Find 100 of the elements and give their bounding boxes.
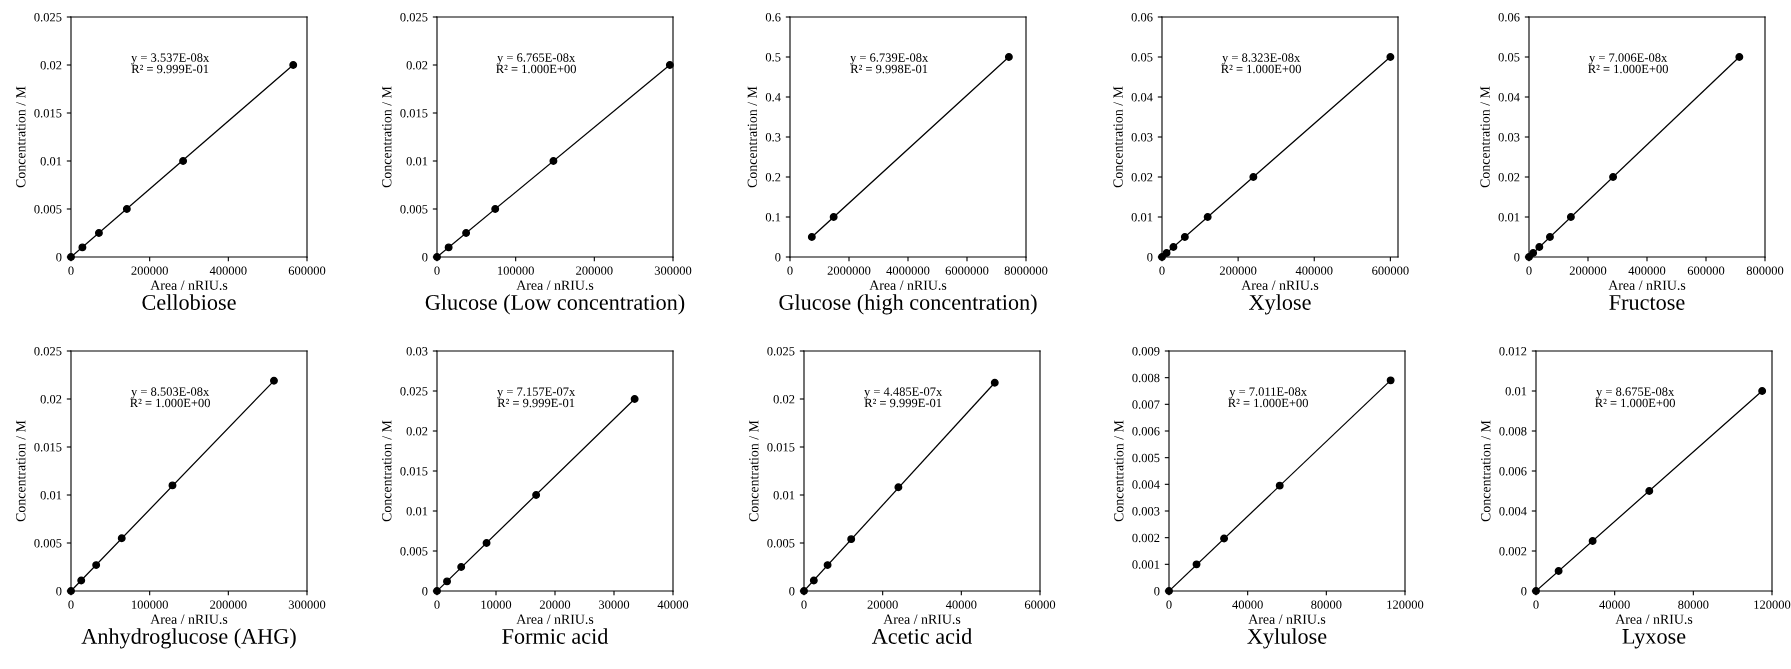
annotation: y = 8.675E-08x R² = 1.000E+00 xyxy=(1595,387,1675,408)
point xyxy=(1554,567,1563,575)
y-tick-label: 0.025 xyxy=(767,347,795,356)
y-tick-label: 0.025 xyxy=(34,347,62,356)
x-tick-label: 8000000 xyxy=(1004,266,1048,275)
point xyxy=(1180,233,1189,241)
y-tick-label: 0.005 xyxy=(1132,453,1160,463)
text: Cellobiose xyxy=(142,294,236,310)
x-tick-label: 400000 xyxy=(1628,266,1666,275)
x-tick-label: 300000 xyxy=(288,600,326,609)
x-axis-title: Area / nRIU.s xyxy=(1608,280,1686,290)
y-tick-label: 0.1 xyxy=(765,213,781,222)
point xyxy=(1609,173,1618,181)
x-tick-label: 80000 xyxy=(1678,600,1709,609)
x-tick-label: 400000 xyxy=(1295,266,1333,275)
point xyxy=(462,229,471,237)
y-tick-label: 0.01 xyxy=(1131,213,1153,222)
y-tick-label: 0.01 xyxy=(406,157,428,166)
point xyxy=(1735,53,1744,61)
point xyxy=(1004,53,1013,61)
x-tick-label: 0 xyxy=(1166,600,1172,609)
y-axis-title: Concentration / M xyxy=(1113,86,1123,188)
y-axis-title: Concentration / M xyxy=(1114,420,1124,522)
y-tick-label: 0.002 xyxy=(1499,547,1527,556)
y-tick-label: 0.008 xyxy=(1132,373,1160,383)
y-tick-label: 0.01 xyxy=(406,507,428,516)
y-tick-label: 0.015 xyxy=(400,109,428,118)
point xyxy=(549,157,558,165)
x-tick-label: 40000 xyxy=(1232,600,1263,609)
point xyxy=(1249,173,1258,181)
x-tick-label: 200000 xyxy=(210,600,247,609)
y-axis-title: Concentration / M xyxy=(1481,420,1491,522)
y-tick-label: 0 xyxy=(789,587,795,596)
x-axis-title: Area / nRIU.s xyxy=(516,280,594,290)
y-tick-label: 0.04 xyxy=(1131,93,1153,102)
y-tick-label: 0.05 xyxy=(1498,53,1520,62)
annotation: y = 3.537E-08x R² = 9.999E-01 xyxy=(131,53,210,74)
point xyxy=(847,535,856,544)
x-tick-label: 0 xyxy=(801,600,807,609)
x-tick-label: 300000 xyxy=(654,266,692,275)
y-tick-label: 0 xyxy=(422,253,428,262)
point xyxy=(482,539,491,547)
y-tick-label: 0 xyxy=(56,587,62,596)
x-axis-title: Area / nRIU.s xyxy=(1241,280,1319,290)
y-tick-label: 0.005 xyxy=(767,539,795,548)
point xyxy=(665,61,674,69)
point xyxy=(1545,233,1554,241)
y-tick-label: 0.025 xyxy=(400,387,428,396)
annotation: y = 8.503E-08x R² = 1.000E+00 xyxy=(130,387,210,408)
x-tick-label: 0 xyxy=(1533,600,1539,609)
x-axis-title: Area / nRIU.s xyxy=(1615,614,1693,624)
y-axis-title: Concentration / M xyxy=(749,420,759,522)
y-tick-label: 0.005 xyxy=(400,547,428,556)
x-tick-label: 400000 xyxy=(209,266,247,275)
y-tick-label: 0.03 xyxy=(406,347,428,356)
y-tick-label: 0.005 xyxy=(400,205,428,214)
y-tick-label: 0.012 xyxy=(1499,347,1527,356)
x-tick-label: 200000 xyxy=(1569,266,1607,275)
y-tick-label: 0.03 xyxy=(1498,133,1520,142)
y-tick-label: 0.006 xyxy=(1499,467,1527,476)
y-tick-label: 0.04 xyxy=(1498,93,1520,102)
y-tick-label: 0.004 xyxy=(1132,480,1160,489)
point xyxy=(1162,249,1171,257)
point xyxy=(807,233,816,241)
y-tick-label: 0.6 xyxy=(765,13,781,22)
point xyxy=(823,561,832,570)
y-tick-label: 0.003 xyxy=(1132,507,1160,516)
y-tick-label: 0.015 xyxy=(400,467,428,476)
point xyxy=(443,577,451,586)
annotation: y = 7.006E-08x R² = 1.000E+00 xyxy=(1588,53,1668,74)
x-tick-label: 0 xyxy=(434,266,440,275)
y-tick-label: 0.02 xyxy=(406,61,428,70)
x-axis-title: Area / nRIU.s xyxy=(869,280,947,290)
y-tick-label: 0.02 xyxy=(406,427,428,436)
point xyxy=(289,61,298,69)
text: Xylose xyxy=(1249,294,1311,315)
y-tick-label: 0.2 xyxy=(765,173,781,182)
x-tick-label: 20000 xyxy=(539,600,571,609)
y-tick-label: 0.02 xyxy=(1131,173,1153,182)
point xyxy=(1192,560,1201,569)
x-tick-label: 0 xyxy=(434,600,440,609)
text: Fructose xyxy=(1609,295,1685,310)
x-axis-title: Area / nRIU.s xyxy=(150,280,228,290)
y-tick-label: 0.009 xyxy=(1132,347,1160,356)
annotation: y = 4.485E-07x R² = 9.999E-01 xyxy=(864,387,943,408)
x-tick-label: 40000 xyxy=(945,600,977,609)
x-tick-label: 30000 xyxy=(598,600,630,609)
y-tick-label: 0 xyxy=(1147,253,1153,262)
point xyxy=(1529,249,1538,257)
x-tick-label: 200000 xyxy=(576,266,613,275)
point xyxy=(1758,387,1767,395)
y-tick-label: 0 xyxy=(1514,253,1520,262)
point xyxy=(532,491,541,499)
y-tick-label: 0.015 xyxy=(767,443,795,452)
y-tick-label: 0.002 xyxy=(1132,533,1160,543)
point xyxy=(829,213,838,221)
point xyxy=(630,395,639,403)
point xyxy=(1645,487,1654,495)
point xyxy=(77,576,86,585)
x-tick-label: 2000000 xyxy=(827,266,871,275)
